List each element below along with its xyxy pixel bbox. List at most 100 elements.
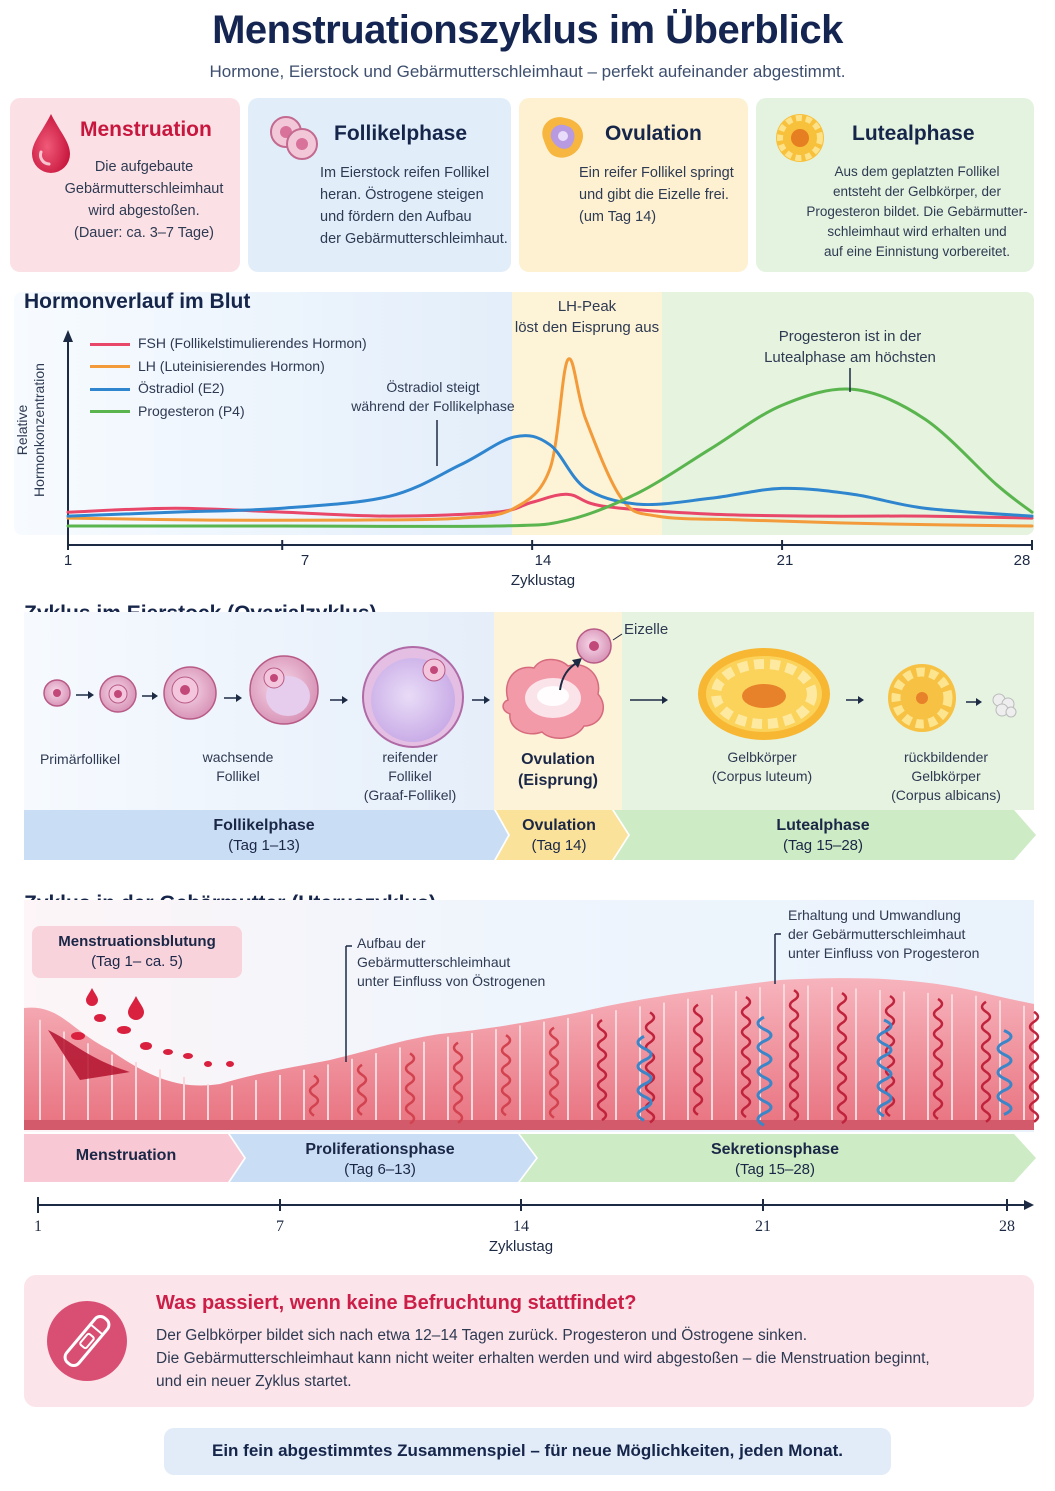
y-axis-arrow [63, 330, 73, 342]
label-ovulation: Ovulation (Eisprung) [518, 751, 598, 789]
band-label-menstruation: Menstruation [75, 1147, 177, 1164]
blood-vessel [308, 1074, 320, 1117]
card-text: Ein reifer Follikel springt und gibt die … [579, 165, 734, 225]
hormone-section-title: Hormonverlauf im Blut [24, 290, 251, 313]
info-text: Der Gelbkörper bildet sich nach etwa 12–… [156, 1327, 930, 1390]
band-menstruation [24, 1134, 244, 1182]
footer-banner [164, 1428, 891, 1475]
ovary-phase-bands [24, 810, 1036, 860]
arrow-icon [966, 698, 982, 706]
endometrium-illustration [24, 933, 1040, 1130]
footer-text: Ein fein abgestimmtes Zusammenspiel – fü… [211, 1441, 844, 1460]
arrow-icon [846, 696, 864, 704]
band-label-ovulation: Ovulation (Tag 14) [522, 817, 596, 854]
band-secretion [520, 1134, 1036, 1182]
label-egg-cell: Eizelle [624, 621, 669, 638]
card-text: Die aufgebaute Gebärmutterschleimhaut wird… [64, 159, 224, 241]
endometrium-tissue [24, 978, 1034, 1130]
annotation-lh: LH-Peak löst den Eisprung aus [514, 298, 660, 336]
ruptured-follicle-icon [502, 658, 604, 739]
arrow-icon [330, 696, 348, 704]
label-corpus-albicans: rückbildender Gelbkörper (Corpus albicans) [891, 749, 1001, 803]
label-primary-follicle: Primärfollikel [39, 751, 121, 767]
tick-label: 1 [63, 552, 73, 569]
x-axis-label: Zyklustag [510, 572, 576, 589]
band-ovulation [496, 810, 628, 860]
uterus-phase-bands [24, 1134, 1036, 1182]
arrow-icon [472, 696, 490, 704]
blood-vessel [644, 1011, 656, 1124]
e2-line [66, 434, 1034, 518]
egg-cell-icon [576, 628, 623, 664]
tick-label: 28 [999, 1218, 1015, 1235]
arrow-icon [630, 696, 668, 704]
card-title: Follikelphase [334, 122, 468, 145]
info-box [24, 1275, 1034, 1407]
arrow-icon [142, 692, 158, 700]
spiral-artery [996, 1029, 1013, 1116]
tick-label: 14 [513, 1218, 529, 1235]
uterus-day-axis [37, 1197, 1034, 1213]
growing-follicle-large-icon [249, 655, 319, 725]
card-text: Im Eierstock reifen Follikel heran. Östro… [320, 165, 508, 247]
label-graafian-follicle: reifender Follikel (Graaf-Follikel) [363, 749, 457, 803]
label-growing-follicle: wachsende Follikel [202, 749, 274, 784]
tick-label: 21 [776, 552, 794, 569]
tick-label: 7 [300, 552, 310, 569]
bleeding-callout [32, 926, 242, 978]
legend-lh: LH (Luteinisierendes Hormon) [90, 355, 367, 378]
band-luteal [614, 810, 1036, 860]
tick-label: 7 [276, 1218, 284, 1235]
band-label-follicular: Follikelphase (Tag 1–13) [213, 817, 315, 854]
card-title: Ovulation [605, 122, 702, 145]
card-title: Lutealphase [852, 122, 975, 145]
card-text: Aus dem geplatzten Follikel entsteht der … [806, 164, 1028, 259]
chart-legend: FSH (Follikelstimulierendes Hormon) LH (… [90, 332, 367, 422]
blood-vessel [452, 1041, 464, 1124]
blood-vessel [980, 1000, 992, 1123]
card-lutealphase: Lutealphase Aus dem geplatzten Follikel e… [756, 98, 1034, 272]
x-axis-label: Zyklustag [488, 1238, 554, 1255]
primary-follicle-icon [43, 679, 71, 707]
blood-vessel [788, 989, 800, 1122]
spiral-artery [756, 1015, 773, 1127]
card-follikelphase: Follikelphase Im Eierstock reifen Follik… [248, 98, 511, 272]
info-title: Was passiert, wenn keine Befruchtung sta… [156, 1292, 637, 1314]
legend-e2: Östradiol (E2) [90, 377, 367, 400]
blood-vessel [404, 1052, 416, 1125]
card-title: Menstruation [80, 118, 212, 141]
growing-follicle-small-icon [99, 675, 137, 713]
p4-line [66, 387, 1034, 528]
band-follicular [24, 810, 508, 860]
annotation-build: Aufbau der Gebärmutterschleimhaut unter Ei… [357, 935, 546, 989]
graafian-follicle-icon [362, 646, 464, 748]
tick-label: 1 [34, 1218, 42, 1235]
blood-vessel [356, 1063, 368, 1116]
annotation-e2: Östradiol steigt während der Follikelphas… [351, 379, 515, 414]
ovary-illustration [43, 628, 1017, 748]
annotation-keep: Erhaltung und Umwandlung der Gebärmutters… [788, 907, 980, 961]
card-menstruation: Menstruation Die aufgebaute Gebärmuttersc… [10, 98, 240, 272]
corpus-luteum-large-icon [698, 648, 830, 740]
spiral-artery [636, 1035, 653, 1122]
regressing-corpus-luteum-icon [888, 664, 956, 732]
bleeding-callout-text: Menstruationsblutung (Tag 1– ca. 5) [58, 933, 216, 970]
legend-p4: Progesteron (P4) [90, 400, 367, 423]
blood-vessel [740, 995, 752, 1119]
tick-label: 14 [534, 552, 552, 569]
band-label-secretion: Sekretionsphase (Tag 15–28) [710, 1141, 840, 1178]
band-label-luteal: Lutealphase (Tag 15–28) [776, 817, 870, 854]
hormone-chart-bg-follicular [14, 292, 512, 535]
blood-vessel [1028, 1010, 1040, 1123]
fsh-line [66, 492, 1034, 520]
arrow-icon [76, 691, 94, 699]
annotation-p4: Progesteron ist in der Lutealphase am höc… [764, 328, 936, 366]
card-ovulation: Ovulation Ein reifer Follikel springt und… [519, 98, 748, 272]
corpus-albicans-icon [992, 693, 1017, 718]
arrow-icon [224, 694, 242, 702]
blood-drops-icon [48, 988, 234, 1080]
blood-vessel [500, 1034, 512, 1117]
label-corpus-luteum: Gelbkörper (Corpus luteum) [711, 749, 813, 784]
tick-label: 28 [1013, 552, 1031, 569]
test-strip-icon [47, 1301, 127, 1381]
